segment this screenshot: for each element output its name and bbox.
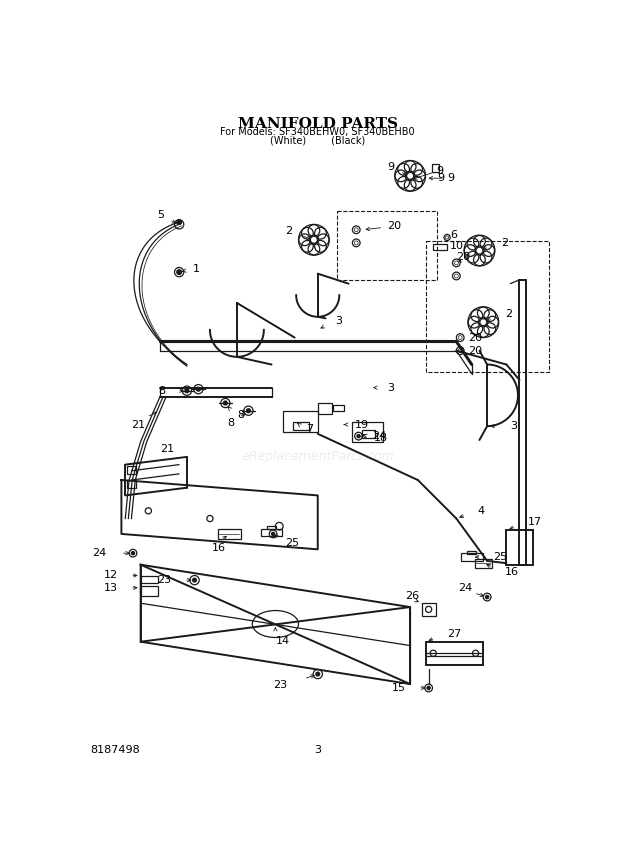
Text: 3: 3 [387, 383, 394, 393]
Text: 26: 26 [405, 591, 419, 601]
Bar [261, 528, 282, 536]
Text: 9: 9 [447, 173, 454, 183]
Circle shape [197, 387, 200, 391]
Text: 9: 9 [387, 162, 394, 172]
Bar [467, 551, 476, 554]
Text: For Models: SF340BEHW0, SF340BEHB0: For Models: SF340BEHW0, SF340BEHB0 [221, 128, 415, 137]
Bar [433, 245, 447, 250]
Bar [425, 241, 549, 372]
Text: 25: 25 [285, 538, 299, 548]
Text: 18: 18 [374, 432, 388, 443]
Text: 21: 21 [131, 419, 144, 430]
Circle shape [427, 687, 430, 689]
Text: MANIFOLD PARTS: MANIFOLD PARTS [237, 116, 398, 131]
Bar [283, 411, 317, 432]
Text: 20: 20 [468, 346, 482, 355]
Text: 19: 19 [355, 419, 369, 430]
Text: 9: 9 [436, 166, 443, 176]
Text: 20: 20 [456, 252, 471, 262]
Bar [475, 559, 492, 568]
Text: 16: 16 [212, 543, 226, 553]
Text: 3: 3 [510, 421, 517, 431]
Circle shape [272, 532, 275, 536]
Text: 10: 10 [450, 241, 464, 251]
Text: 4: 4 [478, 506, 485, 516]
Text: 8187498: 8187498 [91, 745, 140, 754]
Bar [141, 586, 157, 596]
Text: 2: 2 [505, 310, 512, 319]
Text: 7: 7 [306, 425, 313, 434]
Bar [337, 211, 437, 280]
Text: 1: 1 [193, 264, 200, 274]
Bar [422, 603, 436, 615]
Circle shape [247, 409, 250, 413]
Bar [352, 422, 383, 442]
Circle shape [485, 596, 489, 598]
Text: 12: 12 [104, 570, 118, 580]
Text: 24: 24 [373, 431, 387, 441]
Bar [432, 164, 440, 172]
Text: 24: 24 [92, 548, 106, 558]
Bar [293, 422, 309, 430]
Bar [141, 575, 157, 583]
Text: 3: 3 [335, 316, 342, 325]
Bar [461, 553, 482, 561]
Bar [126, 480, 136, 488]
Bar [218, 529, 241, 538]
Circle shape [131, 551, 135, 555]
Text: 23: 23 [157, 575, 172, 586]
Text: 14: 14 [275, 636, 290, 646]
Text: 5: 5 [157, 210, 164, 220]
Text: 13: 13 [104, 583, 118, 593]
Bar [317, 403, 332, 413]
Text: 6: 6 [450, 230, 457, 241]
Text: 8: 8 [237, 410, 244, 420]
Text: 20: 20 [468, 333, 482, 342]
Circle shape [185, 389, 188, 393]
Text: 2: 2 [501, 238, 508, 248]
Text: eReplacementParts.com: eReplacementParts.com [241, 450, 394, 463]
Text: 3: 3 [314, 745, 321, 754]
Text: 20: 20 [387, 221, 401, 231]
Text: 8: 8 [227, 418, 234, 428]
Text: (White)        (Black): (White) (Black) [270, 135, 365, 145]
Text: 24: 24 [458, 583, 472, 593]
Text: 21: 21 [160, 444, 174, 455]
Text: 23: 23 [273, 680, 287, 690]
Text: 2: 2 [285, 225, 292, 235]
Circle shape [177, 270, 182, 275]
Bar [126, 467, 136, 474]
Circle shape [223, 401, 228, 405]
Circle shape [177, 220, 182, 224]
Text: 16: 16 [505, 568, 519, 578]
Text: 27: 27 [447, 629, 461, 639]
Circle shape [357, 435, 360, 437]
Circle shape [316, 672, 319, 676]
Text: 17: 17 [528, 517, 542, 527]
Bar [333, 406, 344, 412]
Text: 9: 9 [437, 173, 444, 183]
Text: 15: 15 [392, 683, 405, 693]
Text: 25: 25 [494, 552, 507, 562]
Bar [363, 430, 374, 437]
Bar [267, 526, 276, 529]
Circle shape [193, 579, 197, 582]
Text: 8: 8 [158, 386, 166, 395]
